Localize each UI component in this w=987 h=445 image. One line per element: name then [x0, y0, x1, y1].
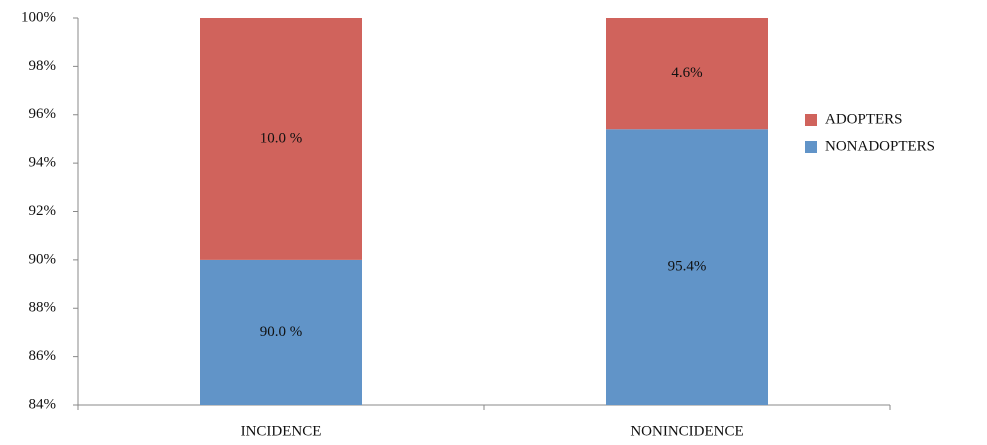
y-tick-label: 96%: [29, 106, 57, 122]
bar-segment: [606, 18, 768, 130]
y-tick-label: 98%: [29, 58, 57, 74]
legend-label: NONADOPTERS: [825, 138, 935, 154]
bar-segment: [200, 259, 362, 405]
y-tick-label: 88%: [29, 300, 57, 316]
y-tick-label: 90%: [29, 251, 57, 267]
x-tick-label: NONINCIDENCE: [630, 423, 743, 439]
value-label: 10.0 %: [260, 130, 303, 146]
legend-swatch: [805, 141, 817, 153]
value-label: 90.0 %: [260, 324, 303, 340]
value-label: 4.6%: [671, 65, 702, 81]
bar-segment: [200, 18, 362, 260]
y-tick-label: 84%: [29, 396, 57, 412]
y-tick-label: 86%: [29, 348, 57, 364]
legend-swatch: [805, 114, 817, 126]
bar-segment: [606, 129, 768, 405]
x-tick-label: INCIDENCE: [241, 423, 322, 439]
value-label: 95.4%: [668, 259, 707, 275]
legend-label: ADOPTERS: [825, 111, 903, 127]
y-tick-label: 100%: [21, 9, 56, 25]
y-tick-label: 92%: [29, 203, 57, 219]
y-tick-label: 94%: [29, 155, 57, 171]
